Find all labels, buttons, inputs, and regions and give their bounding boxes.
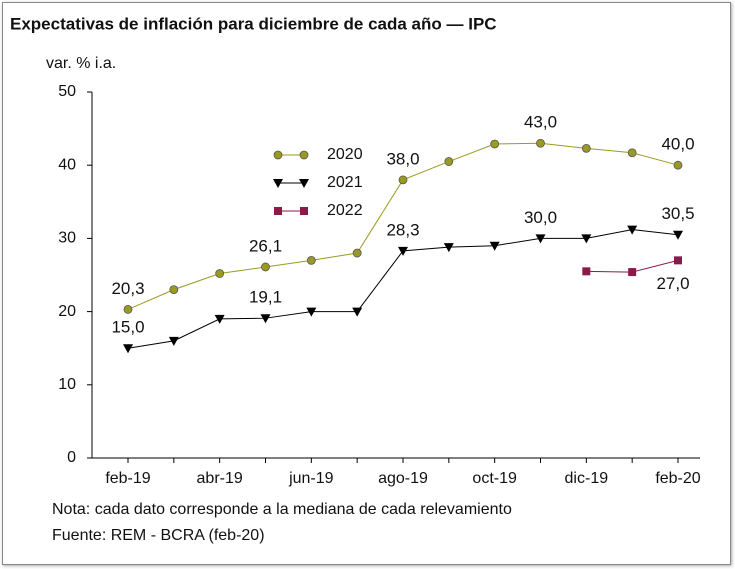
marker [674,256,682,265]
value-label: 40,0 [661,135,694,154]
legend-label: 2021 [327,174,363,191]
x-tick-label: jun-19 [288,470,334,487]
marker [398,246,408,256]
value-label: 20,3 [111,279,144,298]
x-tick-label: oct-19 [472,470,517,487]
marker [123,305,133,314]
value-label: 27,0 [656,274,689,293]
value-label: 26,1 [249,236,282,255]
marker [214,314,225,324]
x-tick-label: ago-19 [378,470,428,487]
marker [306,255,316,265]
value-label: 30,0 [524,208,557,227]
marker [215,269,225,278]
legend-label: 2020 [327,146,363,163]
marker [352,248,362,258]
marker [273,179,283,188]
marker [299,179,309,188]
y-axis-label: var. % i.a. [46,55,116,72]
marker [443,243,454,253]
value-label: 30,5 [661,204,694,223]
marker [489,241,500,251]
marker [535,234,546,244]
legend-label: 2022 [327,202,363,219]
y-tick-label: 30 [58,230,76,247]
chart-title: Expectativas de inflación para diciembre… [10,14,497,33]
note: Nota: cada dato corresponde a la mediana… [52,501,512,518]
marker [273,150,283,160]
marker [299,150,309,160]
y-tick-label: 10 [58,376,76,393]
marker [300,207,308,215]
marker [398,175,408,185]
marker [673,230,683,240]
marker [260,314,271,324]
marker [582,267,591,276]
value-label: 28,3 [386,220,419,239]
y-tick-label: 50 [58,83,76,100]
marker [673,160,683,170]
marker [628,268,637,277]
marker [627,148,637,158]
note: Fuente: REM - BCRA (feb-20) [52,527,265,544]
value-label: 38,0 [386,149,419,168]
marker [536,138,545,148]
value-label: 43,0 [524,113,557,132]
marker [123,344,133,354]
marker [169,285,179,295]
x-tick-label: abr-19 [197,470,243,487]
marker [581,234,592,244]
marker [274,207,282,215]
y-tick-label: 40 [58,156,76,173]
y-tick-label: 20 [58,303,76,320]
marker [627,225,638,235]
y-tick-label: 0 [67,449,76,466]
marker [444,157,454,166]
x-tick-label: feb-20 [655,470,700,487]
x-tick-label: feb-19 [105,470,150,487]
marker [306,307,317,317]
value-label: 15,0 [111,318,144,337]
x-tick-label: dic-19 [565,470,609,487]
marker [490,139,500,149]
marker [261,262,270,272]
marker [352,307,363,317]
marker [168,336,179,346]
marker [581,143,591,153]
value-label: 19,1 [249,288,282,307]
